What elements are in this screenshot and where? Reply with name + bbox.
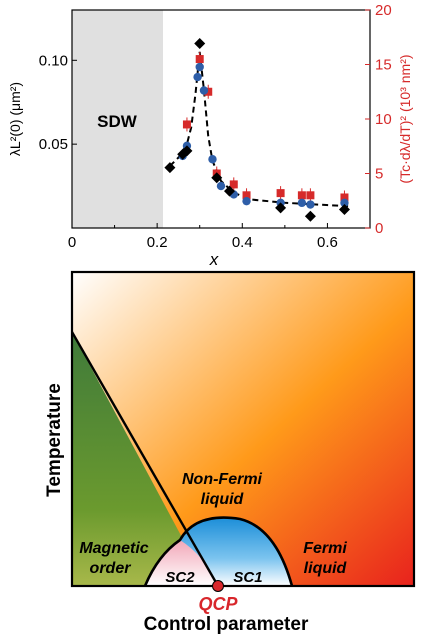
magnetic-order-region — [72, 332, 208, 586]
circle-point-5 — [208, 155, 217, 164]
y-right-tick-label: 10 — [375, 111, 392, 128]
non-fermi-liquid-label-line2: liquid — [201, 491, 245, 508]
sdw-region — [72, 10, 163, 228]
square-point-5 — [242, 191, 251, 200]
circle-point-10 — [297, 198, 307, 208]
x-tick-label: 0.4 — [232, 234, 253, 251]
sc-dome-outline — [143, 516, 294, 586]
diamond-point-6 — [275, 202, 287, 214]
circle-point-8 — [242, 196, 251, 206]
fermi-liquid-label-line1: Fermi — [303, 540, 347, 557]
square-point-2 — [204, 87, 213, 96]
sc1-label: SC1 — [233, 569, 262, 586]
diamond-point-0 — [164, 162, 176, 174]
square-point-4 — [229, 180, 238, 189]
y-tick-label: 0.10 — [39, 52, 68, 69]
diamond-point-2 — [181, 145, 193, 157]
sc2-label: SC2 — [165, 569, 195, 586]
circle-point-12 — [340, 198, 349, 208]
temperature-label: Temperature — [44, 383, 65, 497]
sc2-dome — [145, 540, 218, 586]
square-point-8 — [306, 191, 315, 200]
square-point-6 — [276, 189, 285, 198]
circle-point-4 — [199, 86, 209, 95]
diamond-point-7 — [304, 210, 316, 222]
diamond-point-4 — [211, 172, 223, 184]
data-points — [164, 38, 350, 222]
x-tick-label: 0.6 — [317, 234, 338, 251]
diamond-point-5 — [224, 185, 236, 197]
square-point-7 — [297, 191, 306, 200]
y-right-tick-label: 5 — [375, 166, 383, 183]
magnetic-order-label-line2: order — [90, 560, 132, 577]
diamond-point-3 — [194, 38, 206, 50]
qcp-point — [212, 580, 224, 592]
phase-diagram: Non-Fermi liquid Magnetic order Fermi li… — [44, 270, 416, 635]
x-tick-label: 0.2 — [147, 234, 168, 251]
circle-point-2 — [193, 72, 202, 82]
square-point-9 — [340, 193, 349, 202]
y-tick-label: 0.05 — [39, 136, 68, 153]
y-right-tick-label: 0 — [375, 220, 383, 237]
x-axis-label: x — [209, 250, 219, 269]
y-axis-label-right: (Tc·dλ/dT)² (10³ nm²) — [397, 54, 413, 183]
axis-ticks: 0 0.2 0.4 0.6 0.05 0.10 0 5 10 15 20 — [39, 2, 392, 251]
fermi-liquid-label-line2: liquid — [304, 560, 348, 577]
qcp-label: QCP — [198, 594, 238, 614]
circle-point-11 — [306, 200, 315, 209]
circle-point-6 — [216, 181, 226, 191]
square-point-1 — [195, 55, 204, 64]
non-fermi-liquid-label-line1: Non-Fermi — [182, 471, 263, 488]
square-point-0 — [182, 120, 191, 129]
y-right-tick-label: 20 — [375, 2, 392, 19]
sdw-label: SDW — [97, 112, 138, 131]
diagram-frame — [70, 270, 416, 588]
magnetic-order-label-line1: Magnetic — [79, 540, 148, 557]
y-right-tick-label: 15 — [375, 57, 392, 74]
diamond-point-8 — [338, 204, 350, 216]
y-axis-label-left: λL²(0) (μm²) — [7, 82, 23, 156]
control-parameter-label: Control parameter — [144, 614, 309, 635]
x-tick-label: 0 — [68, 234, 76, 251]
circle-point-3 — [195, 62, 204, 72]
top-chart: SDW 0 0.2 0.4 0.6 0.05 0.10 0 5 10 15 20 x λL²(0) … — [7, 2, 413, 269]
magnetic-boundary — [72, 331, 220, 586]
